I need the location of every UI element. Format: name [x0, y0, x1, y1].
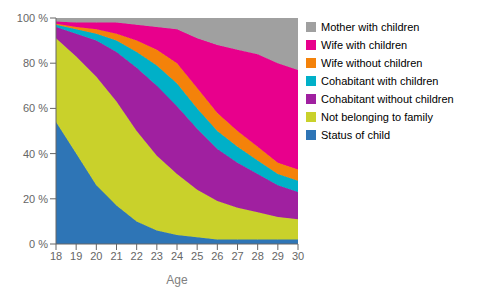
svg-text:100 %: 100 %: [17, 12, 48, 24]
html-text:Not belonging to family: Not belonging to family: [321, 111, 433, 123]
svg-text:20 %: 20 %: [23, 193, 48, 205]
html-text:Mother with children: Mother with children: [321, 21, 420, 33]
html-text:Wife with children: Wife with children: [321, 39, 408, 51]
svg-text:28: 28: [252, 250, 264, 262]
svg-text:22: 22: [131, 250, 143, 262]
svg-text:29: 29: [272, 250, 284, 262]
svg-text:0 %: 0 %: [29, 238, 48, 250]
svg-text:Age: Age: [166, 273, 188, 287]
svg-text:21: 21: [110, 250, 122, 262]
svg-text:23: 23: [151, 250, 163, 262]
svg-text:27: 27: [231, 250, 243, 262]
svg-text:25: 25: [191, 250, 203, 262]
svg-text:20: 20: [90, 250, 102, 262]
svg-text:19: 19: [70, 250, 82, 262]
html-text:Wife without children: Wife without children: [321, 57, 423, 69]
svg-text:30: 30: [292, 250, 304, 262]
svg-text:40 %: 40 %: [23, 148, 48, 160]
svg-text:26: 26: [211, 250, 223, 262]
html-text:Cohabitant with children: Cohabitant with children: [321, 75, 439, 87]
svg-text:24: 24: [171, 250, 183, 262]
svg-text:18: 18: [50, 250, 62, 262]
html-text:Cohabitant without children: Cohabitant without children: [321, 93, 454, 105]
svg-text:80 %: 80 %: [23, 57, 48, 69]
svg-text:60 %: 60 %: [23, 102, 48, 114]
html-text:Status of child: Status of child: [321, 129, 391, 141]
